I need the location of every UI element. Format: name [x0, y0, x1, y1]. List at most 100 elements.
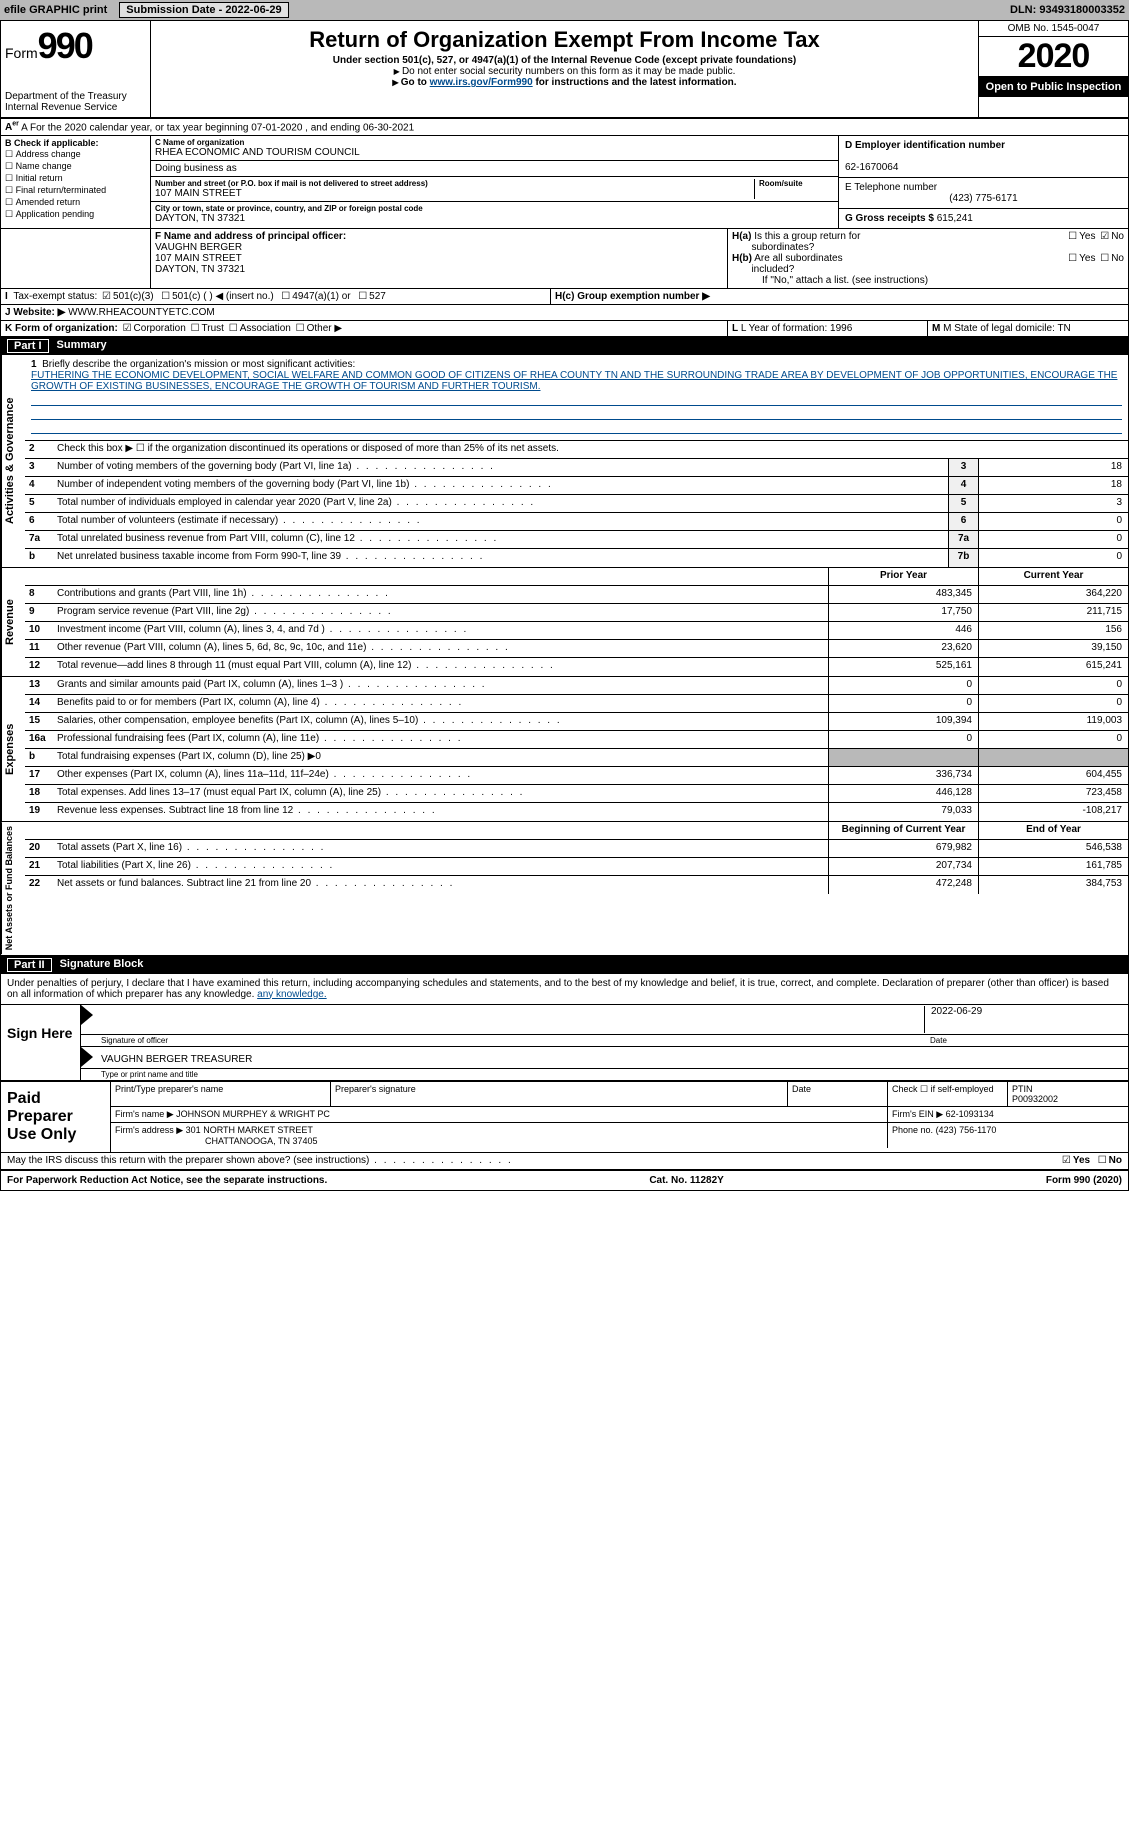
page-footer: For Paperwork Reduction Act Notice, see … — [1, 1171, 1128, 1190]
irs-link[interactable]: www.irs.gov/Form990 — [430, 77, 533, 88]
gov-line: 5Total number of individuals employed in… — [25, 495, 1128, 513]
row-j-website: J Website: ▶ WWW.RHEACOUNTYETC.COM — [1, 305, 1128, 321]
form-header: Form990 Department of the Treasury Inter… — [1, 21, 1128, 119]
expense-line: 19Revenue less expenses. Subtract line 1… — [25, 803, 1128, 821]
revenue-header-row: Prior Year Current Year — [25, 568, 1128, 586]
chk-address-change[interactable]: Address change — [5, 149, 146, 160]
expense-line: 18Total expenses. Add lines 13–17 (must … — [25, 785, 1128, 803]
irs-label: Internal Revenue Service — [5, 102, 146, 113]
hb-no-checkbox[interactable] — [1098, 253, 1111, 264]
submission-date-button[interactable]: Submission Date - 2022-06-29 — [119, 2, 288, 18]
sign-here-block: Sign Here 2022-06-29 Signature of office… — [1, 1005, 1128, 1082]
revenue-block: Revenue Prior Year Current Year 8Contrib… — [1, 568, 1128, 677]
chk-501c[interactable] — [159, 291, 172, 302]
expense-line: 15Salaries, other compensation, employee… — [25, 713, 1128, 731]
net-assets-line: 22Net assets or fund balances. Subtract … — [25, 876, 1128, 894]
row-a-tax-year: Aer A For the 2020 calendar year, or tax… — [1, 119, 1128, 136]
row-f-h: F Name and address of principal officer:… — [1, 229, 1128, 289]
sign-here-label: Sign Here — [1, 1005, 81, 1080]
firm-addr2: CHATTANOOGA, TN 37405 — [115, 1136, 318, 1146]
cat-number: Cat. No. 11282Y — [649, 1175, 723, 1186]
form-subtitle-1: Under section 501(c), 527, or 4947(a)(1)… — [159, 55, 970, 66]
revenue-line: 11Other revenue (Part VIII, column (A), … — [25, 640, 1128, 658]
header-left: Form990 Department of the Treasury Inter… — [1, 21, 151, 117]
hb-yes-checkbox[interactable] — [1066, 253, 1079, 264]
form-number: Form990 — [5, 25, 146, 67]
activities-governance-block: Activities & Governance 1 Briefly descri… — [1, 355, 1128, 568]
section-c-org-info: C Name of organization RHEA ECONOMIC AND… — [151, 136, 838, 228]
chk-other[interactable] — [294, 323, 307, 334]
chk-application-pending[interactable]: Application pending — [5, 209, 146, 220]
penalty-statement: Under penalties of perjury, I declare th… — [1, 974, 1128, 1005]
sign-date: 2022-06-29 — [924, 1006, 1124, 1033]
expense-line: bTotal fundraising expenses (Part IX, co… — [25, 749, 1128, 767]
ha-yes-checkbox[interactable] — [1066, 231, 1079, 242]
form-990-page: Form990 Department of the Treasury Inter… — [0, 20, 1129, 1191]
net-assets-line: 21Total liabilities (Part X, line 26)207… — [25, 858, 1128, 876]
gross-receipts: 615,241 — [937, 213, 973, 224]
side-label-governance: Activities & Governance — [1, 355, 25, 567]
section-d-ein-phone: D Employer identification number 62-1670… — [838, 136, 1128, 228]
ha-no-checkbox[interactable] — [1098, 231, 1111, 242]
chk-final-return[interactable]: Final return/terminated — [5, 185, 146, 196]
header-right: OMB No. 1545-0047 2020 Open to Public In… — [978, 21, 1128, 117]
revenue-line: 8Contributions and grants (Part VIII, li… — [25, 586, 1128, 604]
arrow-icon — [81, 1005, 93, 1025]
ein-value: 62-1670064 — [845, 162, 898, 173]
expense-line: 16aProfessional fundraising fees (Part I… — [25, 731, 1128, 749]
chk-corporation[interactable] — [121, 323, 134, 334]
paperwork-notice: For Paperwork Reduction Act Notice, see … — [7, 1175, 327, 1186]
chk-name-change[interactable]: Name change — [5, 161, 146, 172]
officer-printed-name: VAUGHN BERGER TREASURER — [85, 1048, 1124, 1067]
efile-label: efile GRAPHIC print — [4, 4, 107, 16]
arrow-icon — [81, 1047, 93, 1067]
form-subtitle-3: Go to www.irs.gov/Form990 for instructio… — [159, 77, 970, 88]
expense-line: 14Benefits paid to or for members (Part … — [25, 695, 1128, 713]
dln-label: DLN: 93493180003352 — [1010, 4, 1125, 16]
paid-preparer-label: Paid Preparer Use Only — [1, 1082, 111, 1152]
paid-preparer-block: Paid Preparer Use Only Print/Type prepar… — [1, 1082, 1128, 1153]
org-street: 107 MAIN STREET — [155, 188, 754, 199]
officer-addr1: 107 MAIN STREET — [155, 253, 242, 264]
row-i: I Tax-exempt status: 501(c)(3) 501(c) ( … — [1, 289, 1128, 305]
open-to-public: Open to Public Inspection — [979, 77, 1128, 97]
chk-527[interactable] — [356, 291, 369, 302]
form-subtitle-2: Do not enter social security numbers on … — [159, 66, 970, 77]
revenue-line: 12Total revenue—add lines 8 through 11 (… — [25, 658, 1128, 676]
phone-value: (423) 775-6171 — [845, 193, 1122, 204]
org-name: RHEA ECONOMIC AND TOURISM COUNCIL — [155, 147, 834, 158]
dept-label: Department of the Treasury — [5, 91, 146, 102]
gov-line: 6Total number of volunteers (estimate if… — [25, 513, 1128, 531]
section-b-checkboxes: B Check if applicable: Address change Na… — [1, 136, 151, 228]
form-title: Return of Organization Exempt From Incom… — [159, 27, 970, 53]
chk-amended[interactable]: Amended return — [5, 197, 146, 208]
side-label-expenses: Expenses — [1, 677, 25, 821]
discuss-yes-checkbox[interactable] — [1060, 1155, 1073, 1166]
form-footer-label: Form 990 (2020) — [1046, 1175, 1122, 1186]
chk-trust[interactable] — [189, 323, 202, 334]
mission-statement: 1 Briefly describe the organization's mi… — [25, 355, 1128, 441]
dba-label: Doing business as — [155, 163, 834, 174]
org-city: DAYTON, TN 37321 — [155, 213, 834, 224]
chk-501c3[interactable] — [100, 291, 113, 302]
header-title-block: Return of Organization Exempt From Incom… — [151, 21, 978, 117]
part-1-header: Part I Summary — [1, 337, 1128, 355]
gov-line: bNet unrelated business taxable income f… — [25, 549, 1128, 567]
chk-4947[interactable] — [279, 291, 292, 302]
discuss-no-checkbox[interactable] — [1096, 1155, 1109, 1166]
firm-ein: 62-1093134 — [946, 1109, 994, 1119]
gov-line: 3Number of voting members of the governi… — [25, 459, 1128, 477]
website-url: WWW.RHEACOUNTYETC.COM — [68, 307, 215, 318]
expense-line: 13Grants and similar amounts paid (Part … — [25, 677, 1128, 695]
chk-association[interactable] — [227, 323, 240, 334]
firm-phone: (423) 756-1170 — [936, 1125, 997, 1135]
chk-initial-return[interactable]: Initial return — [5, 173, 146, 184]
efile-topbar: efile GRAPHIC print Submission Date - 20… — [0, 0, 1129, 20]
discuss-row: May the IRS discuss this return with the… — [1, 1153, 1128, 1171]
mission-text: FUTHERING THE ECONOMIC DEVELOPMENT, SOCI… — [31, 370, 1117, 392]
officer-name: VAUGHN BERGER — [155, 242, 242, 253]
officer-addr2: DAYTON, TN 37321 — [155, 264, 245, 275]
net-header-row: Beginning of Current Year End of Year — [25, 822, 1128, 840]
revenue-line: 9Program service revenue (Part VIII, lin… — [25, 604, 1128, 622]
identity-block: B Check if applicable: Address change Na… — [1, 136, 1128, 229]
